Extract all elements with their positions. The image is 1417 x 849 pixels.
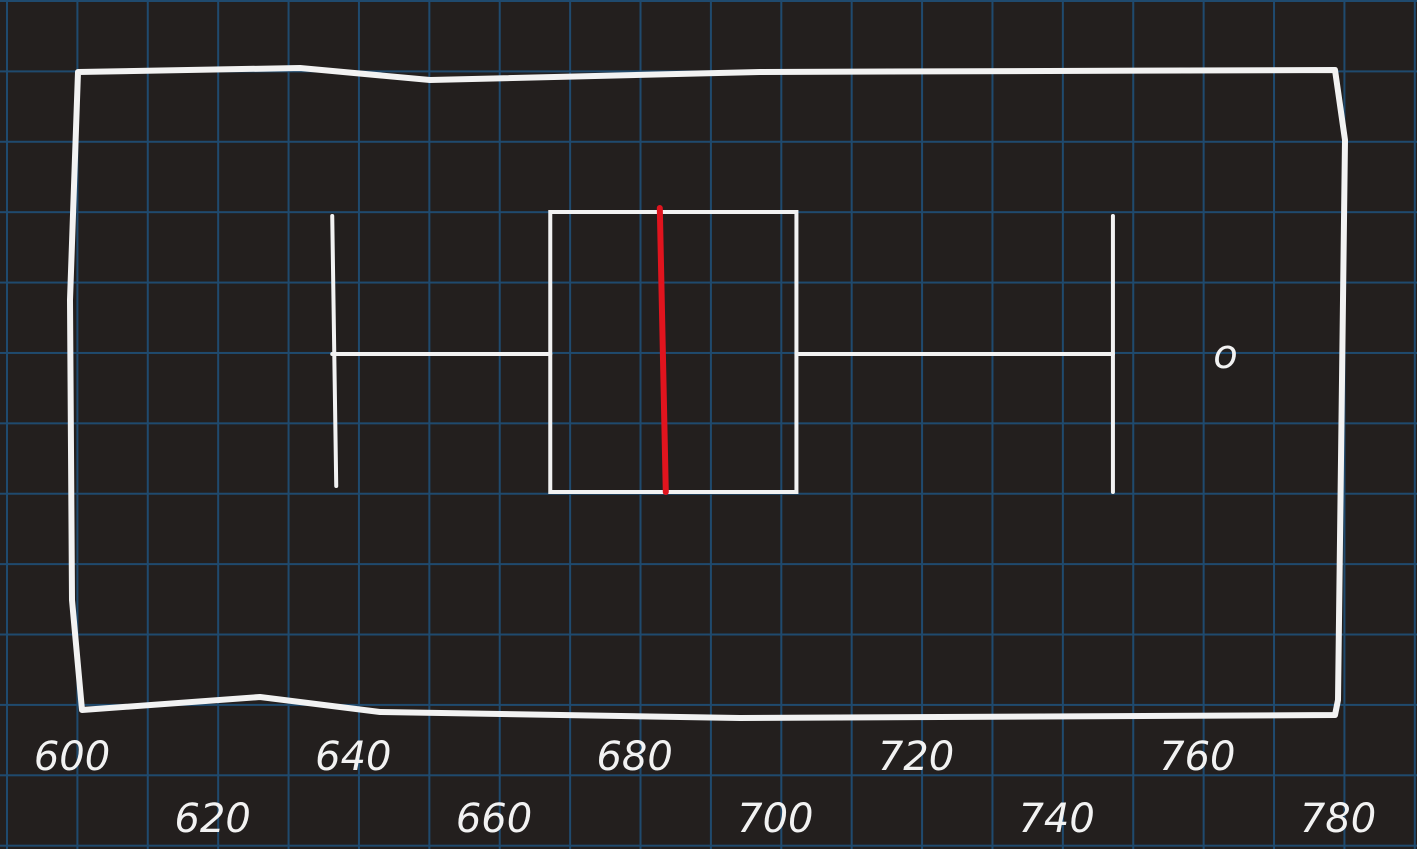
- plot-frame: [67, 65, 1348, 721]
- x-tick-label: 660: [456, 796, 532, 842]
- whisker-low-cap: [330, 214, 339, 488]
- x-tick-labels-row2: 620 660 700 740 780: [174, 796, 1376, 842]
- x-tick-label: 600: [34, 734, 110, 780]
- x-tick-labels-row1: 600 640 680 720 760: [34, 734, 1236, 780]
- box-group: o: [330, 205, 1238, 495]
- x-tick-label: 780: [1300, 796, 1376, 842]
- x-tick-label: 740: [1018, 796, 1094, 842]
- x-tick-label: 700: [737, 796, 813, 842]
- x-tick-label: 720: [878, 734, 954, 780]
- x-tick-label: 640: [315, 734, 391, 780]
- x-tick-label: 680: [596, 734, 672, 780]
- x-tick-label: 620: [174, 796, 250, 842]
- iqr-box: [548, 210, 799, 494]
- x-tick-label: 760: [1159, 734, 1235, 780]
- median-line: [656, 205, 669, 495]
- outlier-marker: o: [1213, 332, 1237, 378]
